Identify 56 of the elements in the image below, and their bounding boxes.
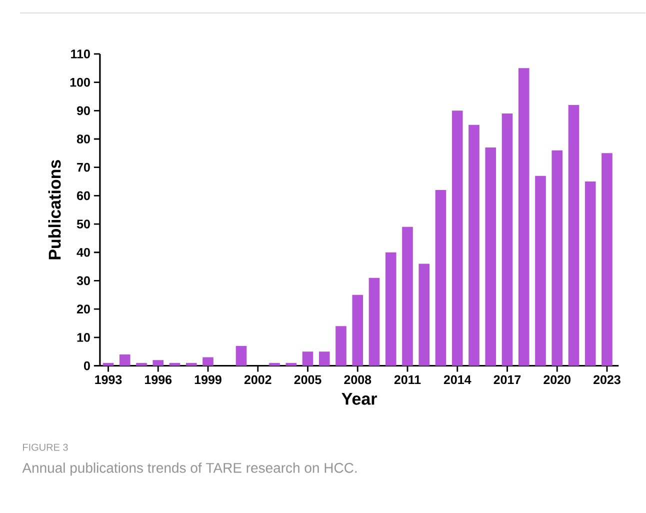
x-tick-label: 2014 — [444, 375, 472, 384]
y-tick-label: 0 — [84, 361, 90, 370]
bar — [302, 352, 314, 366]
y-axis-title: Publications — [48, 160, 61, 260]
x-tick-label: 2011 — [394, 375, 421, 384]
bar — [468, 124, 480, 366]
bar — [485, 148, 496, 366]
y-tick-label: 80 — [76, 134, 90, 144]
bar — [336, 326, 346, 366]
bar — [402, 227, 413, 366]
y-tick-label: 90 — [76, 106, 90, 116]
bar — [535, 176, 546, 366]
bar — [418, 264, 430, 366]
x-tick-label: 1993 — [95, 375, 122, 384]
bar — [102, 363, 114, 366]
bar — [435, 190, 446, 366]
bar — [368, 278, 380, 366]
y-tick-label: 10 — [77, 333, 90, 342]
bar — [269, 363, 280, 366]
bar — [385, 252, 396, 366]
bar — [169, 363, 180, 366]
y-tick-label: 40 — [76, 248, 90, 257]
x-axis-title: Year — [342, 393, 377, 405]
y-tick-label: 20 — [76, 304, 90, 314]
x-tick-label: 2020 — [544, 375, 570, 384]
y-tick-label: 100 — [70, 78, 90, 87]
y-tick-label: 60 — [76, 191, 90, 200]
x-tick-label: 2017 — [494, 375, 521, 384]
bar — [452, 110, 463, 366]
bar — [236, 346, 247, 366]
bar — [602, 153, 612, 366]
bar — [352, 295, 364, 366]
bar — [286, 363, 297, 366]
bar — [202, 357, 214, 366]
x-tick-label: 2005 — [294, 375, 322, 384]
text: Annual publications trends of TARE research on HCC. — [22, 462, 357, 476]
y-tick-label: 50 — [76, 220, 90, 229]
x-tick-label: 2023 — [594, 375, 620, 384]
x-tick-label: 1999 — [194, 375, 222, 384]
caption: FIGURE 3 — [23, 444, 68, 451]
bar — [502, 114, 513, 366]
bar — [186, 363, 197, 366]
bar — [318, 352, 330, 366]
bar — [584, 182, 596, 366]
bar — [552, 150, 563, 366]
y-tick-label: 30 — [76, 276, 90, 286]
x-tick-label: 1996 — [145, 375, 172, 384]
bar — [136, 363, 147, 366]
bar — [518, 68, 530, 366]
y-tick-label: 110 — [71, 50, 90, 59]
y-tick-label: 70 — [77, 163, 90, 172]
x-tick-label: 2008 — [344, 375, 372, 384]
x-tick-label: 2002 — [244, 375, 272, 384]
bar — [119, 354, 130, 366]
bar — [152, 360, 164, 366]
bar — [568, 105, 580, 366]
